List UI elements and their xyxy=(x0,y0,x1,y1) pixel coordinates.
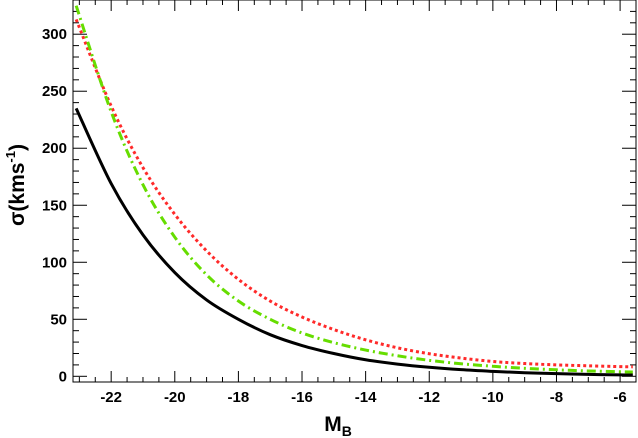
y-tick-label: 100 xyxy=(42,254,67,271)
plot-frame xyxy=(72,0,637,383)
series-line-0 xyxy=(74,107,633,377)
y-tick-label: 250 xyxy=(42,83,67,100)
y-tick-label: 200 xyxy=(42,140,67,157)
x-axis-label-sub: B xyxy=(342,423,352,438)
y-tick-label: 300 xyxy=(42,26,67,43)
x-tick-label: -6 xyxy=(613,389,626,406)
x-tick-label: -14 xyxy=(355,389,377,406)
x-tick-label: -18 xyxy=(228,389,250,406)
x-tick-label: -20 xyxy=(164,389,186,406)
x-tick-label: -22 xyxy=(100,389,122,406)
x-axis-label: MB xyxy=(324,413,352,438)
series-line-1 xyxy=(74,18,633,369)
x-tick-label: -16 xyxy=(291,389,313,406)
series-line-2 xyxy=(74,5,633,374)
y-axis-label-sup: -1 xyxy=(3,151,18,163)
x-tick-label: -10 xyxy=(482,389,504,406)
y-axis-label-prefix: σ(kms xyxy=(6,163,29,226)
y-tick-label: 150 xyxy=(42,197,67,214)
axes-layer: -22 -20 -18 -16 -14 -12 -10 -8 -6 0 50 100 150 200 250… xyxy=(42,0,637,406)
y-tick-label: 50 xyxy=(50,311,67,328)
y-axis-label-suffix: ) xyxy=(6,144,29,151)
x-tick-label: -12 xyxy=(418,389,440,406)
x-tick-label: -8 xyxy=(550,389,563,406)
x-axis-label-main: M xyxy=(324,413,342,436)
y-axis-label: σ(kms-1) xyxy=(3,144,29,226)
y-tick-label: 0 xyxy=(59,368,67,385)
series-layer xyxy=(74,5,633,377)
